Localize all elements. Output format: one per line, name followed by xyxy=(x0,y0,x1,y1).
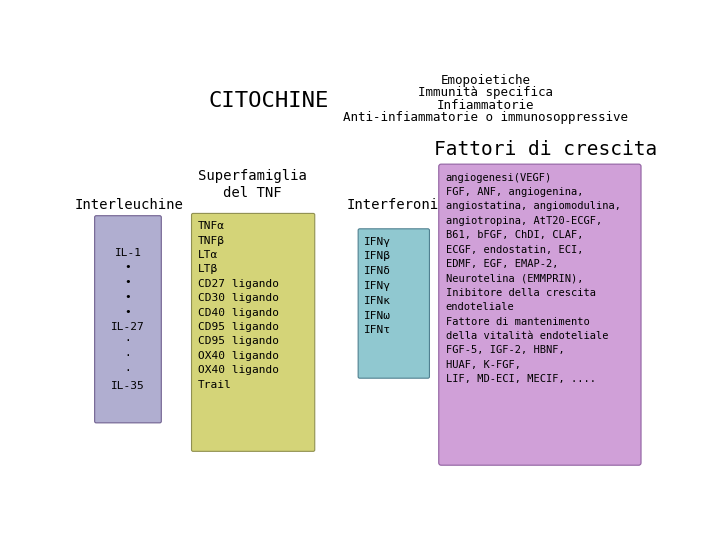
FancyBboxPatch shape xyxy=(358,229,429,378)
Text: Emopoietiche: Emopoietiche xyxy=(440,74,530,87)
Text: Interleuchine: Interleuchine xyxy=(74,198,183,212)
Text: IL-1
•
•
•
•
IL-27
·
·
·
IL-35: IL-1 • • • • IL-27 · · · IL-35 xyxy=(111,248,145,391)
Text: TNFα
TNFβ
LTα
LTβ
CD27 ligando
CD30 ligando
CD40 ligando
CD95 ligando
CD95 ligan: TNFα TNFβ LTα LTβ CD27 ligando CD30 liga… xyxy=(198,221,279,389)
Text: IFNγ
IFNβ
IFNδ
IFNγ
IFNκ
IFNω
IFNτ: IFNγ IFNβ IFNδ IFNγ IFNκ IFNω IFNτ xyxy=(364,237,392,335)
Text: Superfamiglia
del TNF: Superfamiglia del TNF xyxy=(198,168,307,200)
Text: Infiammatorie: Infiammatorie xyxy=(436,99,534,112)
Text: Interferoni: Interferoni xyxy=(346,198,438,212)
Text: Fattori di crescita: Fattori di crescita xyxy=(434,140,657,159)
FancyBboxPatch shape xyxy=(438,164,641,465)
FancyBboxPatch shape xyxy=(94,215,161,423)
FancyBboxPatch shape xyxy=(192,213,315,451)
Text: Anti-infiammatorie o immunosoppressive: Anti-infiammatorie o immunosoppressive xyxy=(343,111,628,124)
Text: CITOCHINE: CITOCHINE xyxy=(208,91,328,111)
Text: angiogenesi(VEGF)
FGF, ANF, angiogenina,
angiostatina, angiomodulina,
angiotropi: angiogenesi(VEGF) FGF, ANF, angiogenina,… xyxy=(446,173,621,384)
Text: Immunità specifica: Immunità specifica xyxy=(418,86,553,99)
